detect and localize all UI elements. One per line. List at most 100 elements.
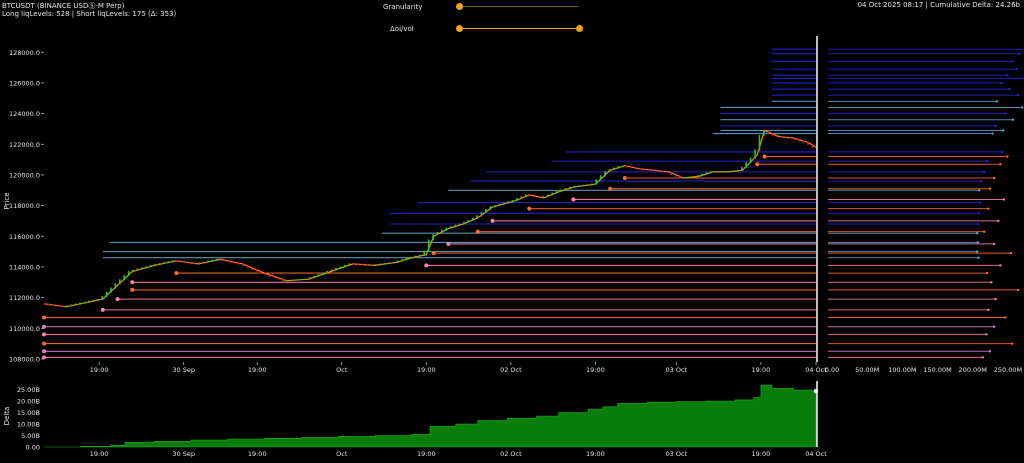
oivol-slider[interactable]: [459, 28, 579, 29]
price-x-tick-label: 19:00: [248, 366, 267, 374]
long-profile-dot: [992, 325, 996, 328]
price-y-tick-label: 128000.0: [9, 49, 40, 57]
candle: [211, 259, 214, 262]
candle: [326, 271, 328, 274]
candle: [489, 206, 492, 210]
price-y-tick-label: 108000.0: [9, 355, 40, 363]
candle: [776, 134, 778, 138]
candle: [101, 295, 103, 300]
candle: [714, 171, 717, 173]
candle: [493, 204, 496, 208]
candle: [286, 279, 289, 282]
candle: [454, 224, 456, 228]
candle: [617, 166, 620, 169]
candle: [158, 263, 161, 265]
oivol-slider-knob[interactable]: [576, 25, 583, 32]
candle: [449, 226, 452, 229]
long-level-origin: [490, 218, 495, 223]
candle: [741, 166, 743, 171]
candle: [701, 173, 703, 177]
short-profile-dot: [1008, 87, 1011, 91]
candle: [811, 144, 814, 148]
long-profile-dot: [987, 308, 990, 312]
candle: [591, 183, 593, 186]
candle: [357, 263, 359, 265]
candle: [613, 167, 615, 170]
candle: [141, 267, 143, 270]
candle: [48, 303, 51, 306]
short-profile-dot: [980, 179, 983, 183]
long-level-origin: [42, 324, 46, 329]
delta-x-tick-label: Oct: [336, 450, 348, 458]
candle: [198, 262, 200, 265]
short-profile-dot: [1021, 106, 1024, 109]
profile-x-tick-label: 150.00M: [923, 366, 951, 374]
delta-x-tick-label: 19:00: [586, 450, 605, 458]
candle: [692, 176, 695, 178]
long-profile-dot: [990, 281, 993, 284]
cumulative-delta-info: 04 Oct 2025 08:17 | Cumulative Delta: 24…: [857, 1, 1020, 9]
long-profile-dot: [992, 176, 996, 180]
candle: [118, 279, 121, 285]
candle: [392, 261, 395, 264]
price-y-tick-label: 114000.0: [9, 263, 40, 271]
candle: [480, 212, 483, 217]
long-level-origin: [42, 355, 46, 360]
candle: [123, 275, 126, 281]
profile-x-tick-label: 200.00M: [959, 366, 987, 374]
long-level-origin: [527, 206, 532, 211]
price-x-tick-label: 19:00: [586, 366, 605, 374]
delta-y-tick-label: 15.00B: [17, 409, 40, 417]
candle: [661, 170, 664, 173]
candle: [785, 136, 787, 139]
short-profile-dot: [978, 189, 981, 192]
candle: [604, 171, 606, 177]
candle: [189, 262, 192, 264]
candle: [374, 264, 377, 266]
price-x-tick-label: Oct: [336, 366, 348, 374]
long-level-origin: [424, 263, 429, 268]
profile-x-tick-label: 0.00: [825, 366, 839, 374]
candle: [771, 133, 774, 136]
long-profile-dot: [985, 271, 989, 275]
long-profile-dot: [1002, 198, 1006, 201]
candle: [511, 199, 514, 203]
candle: [763, 131, 765, 136]
short-profile-dot: [976, 222, 980, 226]
candle: [458, 223, 461, 226]
price-x-tick-label: 19:00: [417, 366, 436, 374]
delta-x-tick-label: 30 Sep: [172, 450, 195, 458]
candle: [666, 171, 668, 173]
short-profile-dot: [1004, 112, 1007, 115]
candle: [79, 302, 81, 305]
long-level-origin: [431, 251, 436, 256]
short-profile-dot: [1002, 129, 1005, 132]
candle: [348, 263, 350, 266]
candle: [688, 176, 690, 179]
granularity-slider[interactable]: [459, 6, 579, 7]
candle: [732, 170, 734, 172]
candle: [718, 171, 721, 173]
candle: [207, 260, 209, 263]
candle: [648, 169, 650, 171]
price-line: [43, 129, 817, 308]
candle: [533, 195, 536, 198]
short-profile-dot: [977, 212, 980, 215]
delta-y-tick-label: 10.00B: [17, 421, 40, 429]
candle: [268, 274, 271, 277]
candle: [467, 219, 470, 223]
short-profile-dot: [983, 170, 986, 174]
candle: [793, 137, 796, 141]
granularity-slider-knob[interactable]: [456, 3, 463, 10]
candle: [335, 267, 337, 271]
candle: [299, 279, 302, 281]
oivol-slider-start-knob[interactable]: [456, 25, 463, 32]
price-x-tick-label: 19:00: [90, 366, 109, 374]
candle: [723, 171, 725, 173]
candle: [366, 264, 368, 266]
price-x-tick-label: 19:00: [751, 366, 770, 374]
long-profile-dot: [994, 297, 997, 301]
candle: [388, 262, 390, 265]
candle: [524, 194, 527, 198]
price-x-tick-label: 30 Sep: [172, 366, 195, 374]
